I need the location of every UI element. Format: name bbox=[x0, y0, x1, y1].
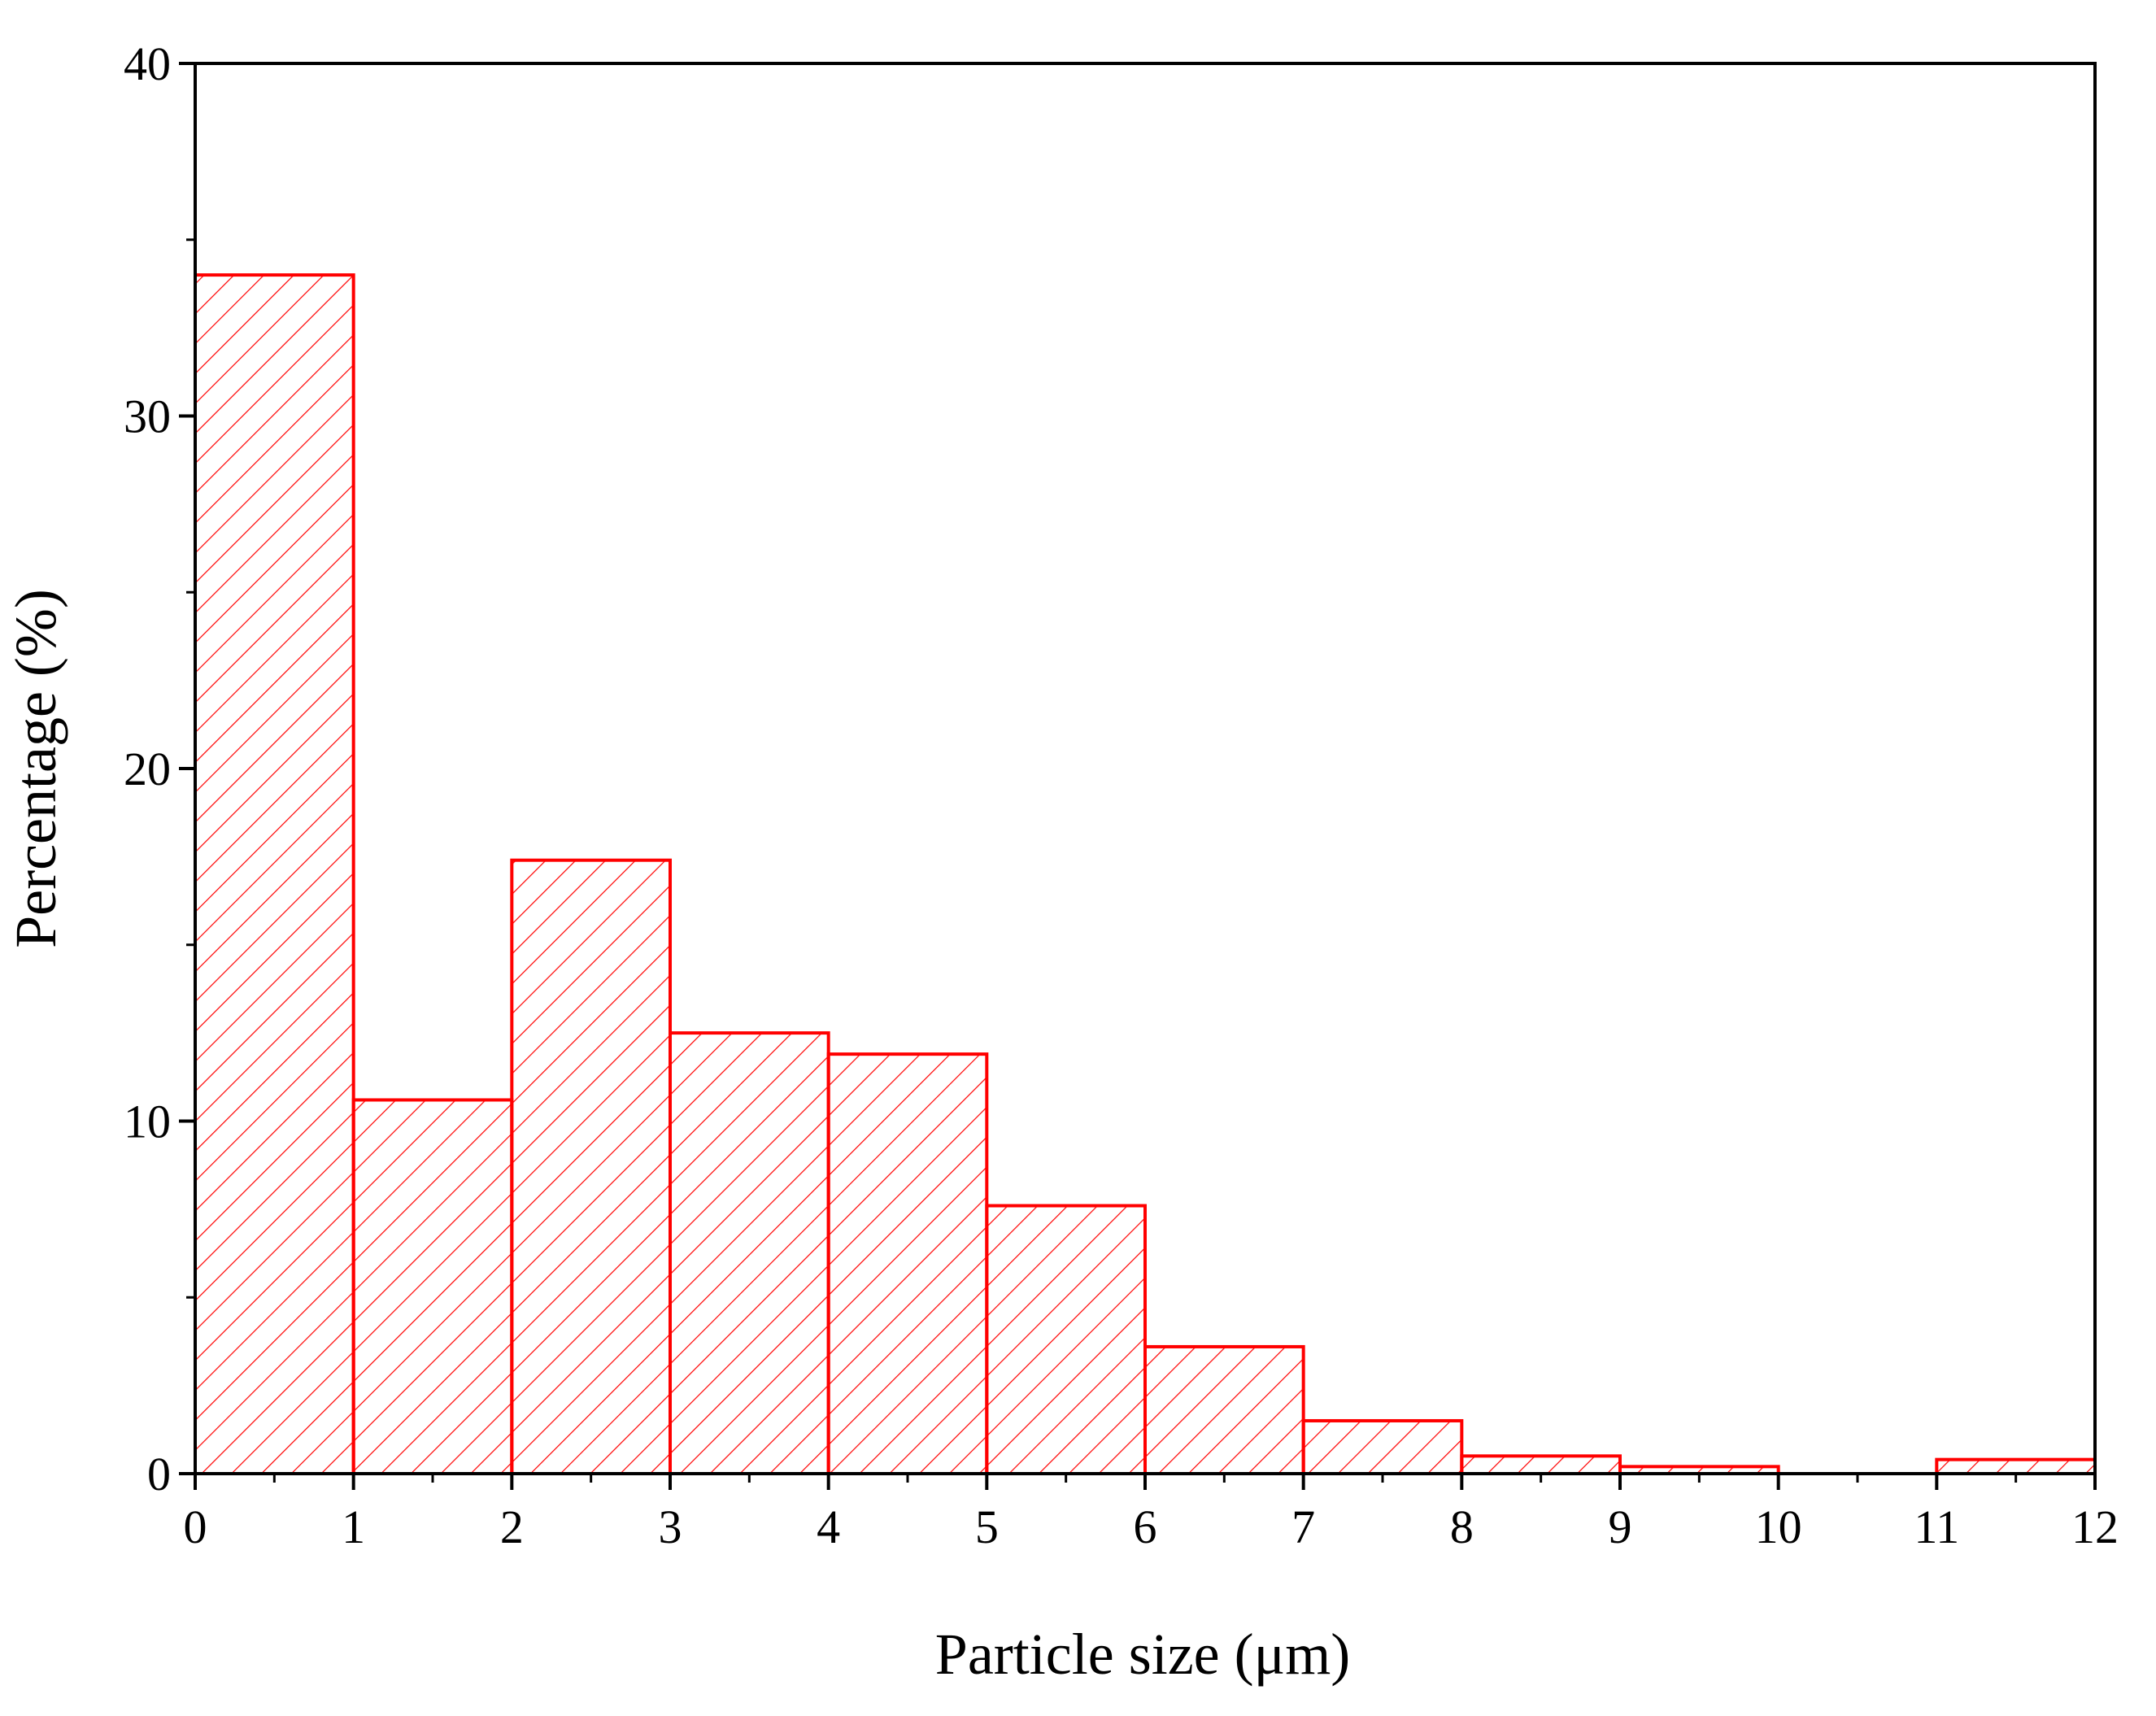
histogram-bar bbox=[1460, 1454, 1622, 1475]
histogram-bar bbox=[194, 273, 355, 1476]
x-axis-title: Particle size (μm) bbox=[935, 1622, 1350, 1687]
x-tick-label: 0 bbox=[184, 1500, 207, 1553]
x-tick-label: 11 bbox=[1914, 1500, 1959, 1553]
y-axis-title: Percentage (%) bbox=[3, 589, 68, 948]
histogram-bar bbox=[1301, 1418, 1464, 1475]
y-tick-label: 10 bbox=[124, 1095, 171, 1148]
x-tick-label: 6 bbox=[1134, 1500, 1157, 1553]
histogram-bar bbox=[669, 1031, 830, 1475]
histogram-bar bbox=[1143, 1344, 1305, 1475]
x-tick-label: 1 bbox=[342, 1500, 365, 1553]
x-tick-label: 3 bbox=[659, 1500, 682, 1553]
x-tick-label: 10 bbox=[1755, 1500, 1802, 1553]
histogram-bar bbox=[826, 1052, 989, 1475]
x-tick-label: 8 bbox=[1450, 1500, 1474, 1553]
histogram-bar bbox=[510, 858, 672, 1475]
histogram-bar bbox=[985, 1204, 1148, 1476]
y-tick-label: 40 bbox=[124, 37, 171, 90]
x-tick-label: 5 bbox=[975, 1500, 999, 1553]
histogram-bar bbox=[1935, 1457, 2097, 1476]
y-tick-label: 0 bbox=[147, 1448, 171, 1500]
y-tick-label: 30 bbox=[124, 390, 171, 443]
x-tick-label: 9 bbox=[1609, 1500, 1632, 1553]
histogram-bar bbox=[351, 1098, 514, 1475]
y-tick-label: 20 bbox=[124, 743, 171, 795]
x-tick-label: 2 bbox=[500, 1500, 524, 1553]
bars-layer bbox=[194, 273, 2097, 1476]
x-tick-label: 7 bbox=[1291, 1500, 1315, 1553]
x-tick-label: 12 bbox=[2071, 1500, 2119, 1553]
x-tick-label: 4 bbox=[817, 1500, 840, 1553]
